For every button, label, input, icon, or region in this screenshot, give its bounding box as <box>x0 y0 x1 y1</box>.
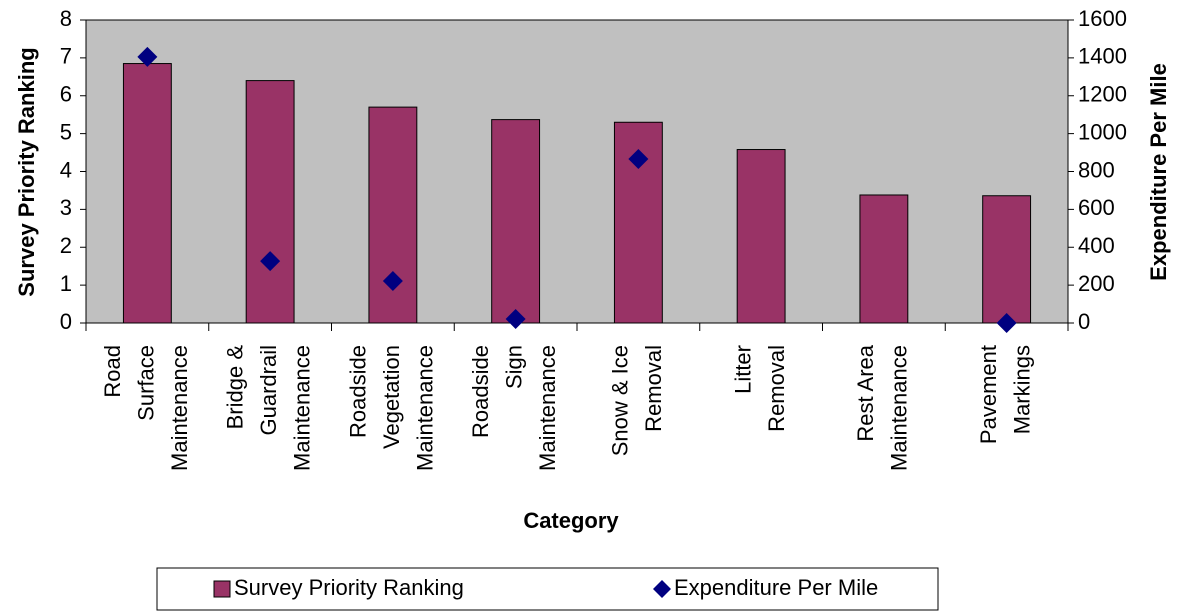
bar <box>245 80 295 324</box>
bar <box>859 194 909 324</box>
y2-tick-label: 1000 <box>1078 119 1127 144</box>
y2-tick-label: 0 <box>1078 309 1090 334</box>
x-tick-label: Litter Removal <box>730 345 789 432</box>
bar <box>122 63 172 324</box>
y-axis-title: Survey Priority Ranking <box>14 47 39 296</box>
x-tick-label: Bridge & Guardrail Maintenance <box>222 345 314 471</box>
y-tick-label: 1 <box>60 271 72 296</box>
x-axis-title: Category <box>523 508 619 533</box>
y-tick-label: 8 <box>60 6 72 31</box>
marker <box>137 46 158 67</box>
x-tick-label: Road Surface Maintenance <box>100 345 192 471</box>
y-tick-label: 6 <box>60 82 72 107</box>
y2-tick-label: 800 <box>1078 157 1115 182</box>
legend-swatch <box>653 580 671 598</box>
x-tick-label: Snow & Ice Removal <box>607 345 666 456</box>
x-tick-label: Rest Area Maintenance <box>853 344 912 471</box>
marker <box>505 309 526 330</box>
legend-label: Survey Priority Ranking <box>234 575 464 600</box>
y2-tick-label: 1400 <box>1078 44 1127 69</box>
legend-label: Expenditure Per Mile <box>674 575 878 600</box>
y2-tick-label: 200 <box>1078 271 1115 296</box>
x-tick-label: Pavement Markings <box>976 345 1035 444</box>
marker <box>996 313 1017 333</box>
legend-swatch <box>213 580 231 598</box>
marker <box>260 251 281 272</box>
y-tick-label: 5 <box>60 119 72 144</box>
bar <box>491 119 541 324</box>
marker <box>382 270 403 291</box>
x-tick-label: Roadside Vegetation Maintenance <box>345 345 437 471</box>
y2-tick-label: 400 <box>1078 233 1115 258</box>
y-tick-label: 7 <box>60 44 72 69</box>
y-tick-label: 0 <box>60 309 72 334</box>
marker <box>628 149 649 170</box>
y-tick-label: 4 <box>60 157 72 182</box>
x-tick-label: Roadside Sign Maintenance <box>468 345 560 471</box>
y2-tick-label: 1600 <box>1078 6 1127 31</box>
legend-box <box>156 567 939 611</box>
y-tick-label: 3 <box>60 195 72 220</box>
bar <box>736 149 786 324</box>
y2-tick-label: 600 <box>1078 195 1115 220</box>
y2-axis-title: Expenditure Per Mile <box>1146 63 1171 281</box>
plot-area <box>85 19 1069 324</box>
bar <box>982 195 1032 324</box>
y2-tick-label: 1200 <box>1078 82 1127 107</box>
y-tick-label: 2 <box>60 233 72 258</box>
